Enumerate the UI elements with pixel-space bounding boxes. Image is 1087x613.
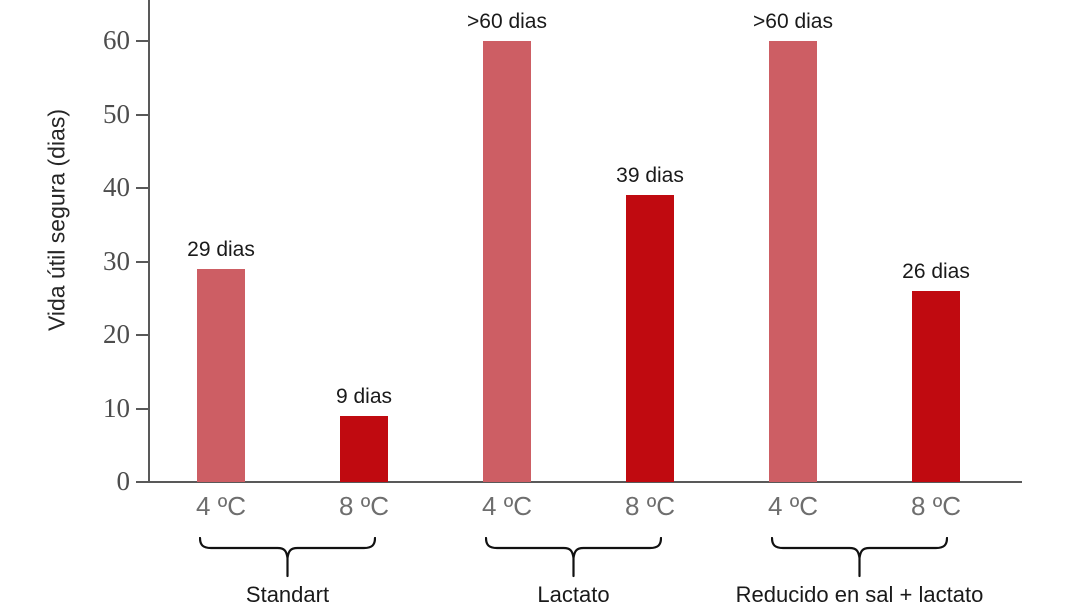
group-label: Standart — [245, 582, 330, 607]
group-brace — [198, 536, 377, 584]
bar — [626, 195, 674, 482]
bar-value-label: 26 dias — [902, 259, 970, 283]
x-category-label: 4 ºC — [482, 491, 532, 521]
bar-value-label: 9 dias — [335, 384, 393, 408]
y-tick-mark — [136, 407, 148, 410]
y-tick-label: 60 — [103, 25, 130, 55]
x-category-label: 8 ºC — [339, 491, 389, 521]
y-tick-label: 10 — [103, 392, 130, 423]
y-tick-mark — [136, 40, 148, 42]
y-tick-mark — [136, 334, 148, 336]
y-tick-mark — [136, 113, 148, 116]
bar — [769, 41, 817, 482]
y-tick-label: 50 — [103, 98, 130, 129]
y-tick-mark — [136, 481, 148, 483]
y-tick-label: 20 — [103, 319, 130, 349]
bar-value-label: 29 dias — [187, 237, 255, 261]
y-tick-label: 0 — [116, 466, 131, 496]
bar-value-label: >60 dias — [467, 10, 547, 33]
group-brace — [484, 536, 663, 584]
bar — [912, 290, 960, 482]
y-tick-mark — [136, 260, 148, 263]
bar — [483, 41, 531, 482]
x-axis-line — [136, 481, 1022, 483]
bar — [340, 415, 388, 482]
bar — [197, 268, 245, 482]
group-label: Reducido en sal + lactato — [735, 582, 984, 607]
group-brace — [770, 536, 949, 584]
y-axis-title: Vida útil segura (dias) — [43, 108, 70, 332]
y-tick-mark — [136, 187, 148, 189]
y-tick-label: 30 — [103, 245, 130, 276]
x-category-label: 8 ºC — [911, 491, 961, 521]
bar-value-label: 39 dias — [616, 164, 684, 188]
x-category-label: 4 ºC — [196, 491, 246, 521]
y-axis-line — [148, 0, 150, 482]
x-category-label: 8 ºC — [625, 491, 675, 521]
group-label: Lactato — [537, 582, 610, 607]
x-category-label: 4 ºC — [768, 491, 818, 521]
y-tick-label: 40 — [103, 172, 130, 202]
bar-value-label: >60 dias — [753, 10, 833, 33]
